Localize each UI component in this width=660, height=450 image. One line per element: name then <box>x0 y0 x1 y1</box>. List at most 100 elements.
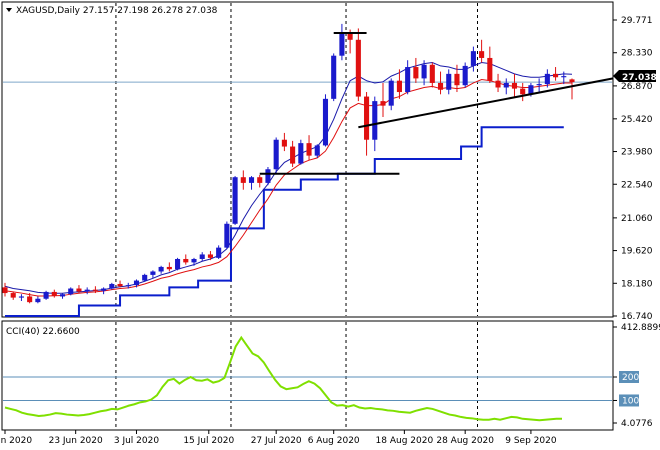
candle-body <box>51 291 57 297</box>
price-tick-label: 29.771 <box>621 16 653 26</box>
candle-body <box>133 280 140 286</box>
candle-body <box>413 67 419 79</box>
candle-body <box>569 79 575 83</box>
candle-body <box>421 64 427 79</box>
candle-body <box>520 88 526 95</box>
fast-moving-average-line <box>4 79 572 297</box>
cci-header: CCI(40) 22.6600 <box>6 327 80 337</box>
bullish-candle <box>18 294 24 302</box>
time-tick-label: 9 Sep 2020 <box>505 436 557 446</box>
bullish-candle <box>470 46 476 72</box>
time-axis: 11 Jun 2020 23 Jun 2020 3 Jul 2020 15 Jul 2… <box>0 430 557 446</box>
candle-body <box>364 96 370 140</box>
candle-body <box>117 283 123 287</box>
candle-body <box>479 51 485 58</box>
bearish-candle <box>10 291 16 300</box>
bullish-candle <box>265 166 271 186</box>
price-tick-label: 22.540 <box>621 180 653 190</box>
candle-body <box>528 85 534 95</box>
candle-body <box>125 285 131 287</box>
candle-body <box>437 82 444 90</box>
bearish-candle <box>380 82 386 118</box>
bearish-candle <box>207 251 213 261</box>
candle-body <box>150 271 156 275</box>
bullish-candle <box>35 296 41 304</box>
candle-body <box>511 82 518 89</box>
candle-body <box>281 139 287 147</box>
candle-body <box>142 274 148 281</box>
bearish-candle <box>27 293 33 304</box>
candle-body <box>273 139 279 170</box>
bullish-candle <box>125 282 131 289</box>
bearish-candle <box>76 285 82 294</box>
bearish-candle <box>281 132 287 152</box>
bearish-candle <box>2 282 8 297</box>
candle-body <box>207 254 213 258</box>
price-tick-label: 23.980 <box>621 148 653 158</box>
cci-tick-label: 4.0776 <box>621 419 653 429</box>
bearish-candle <box>479 39 485 63</box>
price-tick-label: 19.620 <box>621 247 653 257</box>
dropdown-triangle-icon[interactable] <box>6 8 12 12</box>
candle-body <box>43 291 49 299</box>
bullish-candle <box>150 270 156 279</box>
bearish-candle <box>511 73 518 97</box>
bearish-candle <box>569 78 575 100</box>
cci-tick-label: 200 <box>622 373 639 383</box>
bullish-candle <box>199 252 205 262</box>
cci-tick-label: 412.8899 <box>621 323 660 333</box>
trendlines <box>259 31 614 175</box>
bullish-candle <box>232 176 238 225</box>
time-tick-label: 3 Jul 2020 <box>114 436 159 446</box>
candle-body <box>355 39 361 97</box>
main-panel-frame <box>1 1 614 318</box>
bullish-candle <box>544 69 550 88</box>
candle-body <box>199 254 205 259</box>
bullish-candle <box>175 257 181 271</box>
candle-body <box>388 80 394 106</box>
trendline <box>358 77 614 129</box>
cci-axis: 412.8899 200 100 4.0776 <box>613 323 660 429</box>
price-tag-value: 27.038 <box>622 73 657 83</box>
price-tick-label: 21.060 <box>621 214 653 224</box>
bullish-candle <box>314 144 320 158</box>
candle-body <box>265 169 271 183</box>
candle-body <box>166 266 172 270</box>
candle-body <box>290 146 296 164</box>
bearish-candle <box>257 174 263 188</box>
slow-moving-average-line <box>4 61 573 294</box>
bullish-candle <box>191 257 197 266</box>
bullish-candle <box>43 290 49 300</box>
bullish-candle <box>158 265 164 274</box>
candle-body <box>495 80 501 88</box>
bullish-candle <box>503 78 509 95</box>
bearish-candle <box>437 71 444 95</box>
time-tick-label: 27 Jul 2020 <box>251 436 302 446</box>
candle-body <box>76 288 82 292</box>
bearish-candle <box>364 92 370 156</box>
bearish-candle <box>413 57 419 83</box>
candle-body <box>175 258 181 270</box>
cci-panel-frame <box>1 320 614 431</box>
bearish-candle <box>240 170 246 190</box>
candle-body <box>68 288 74 295</box>
candle-body <box>191 258 197 263</box>
bearish-candle <box>51 289 57 298</box>
bearish-candle <box>553 67 559 81</box>
price-axis: 29.771 28.330 26.870 25.420 23.980 22.540 21.0… <box>613 16 653 322</box>
symbol-header: XAGUSD,Daily 27.157 27.198 26.278 27.038 <box>16 6 218 16</box>
bearish-candle <box>117 280 123 288</box>
bullish-candle <box>216 245 222 259</box>
candle-body <box>347 32 353 40</box>
channel-low-line <box>5 126 564 317</box>
bullish-candle <box>561 71 567 85</box>
candle-body <box>84 289 90 292</box>
candle-body <box>158 266 164 272</box>
bearish-candle <box>306 135 312 161</box>
candle-body <box>429 64 435 83</box>
bullish-candle <box>405 60 411 95</box>
bullish-candle <box>421 60 427 86</box>
bullish-candle <box>84 287 90 295</box>
